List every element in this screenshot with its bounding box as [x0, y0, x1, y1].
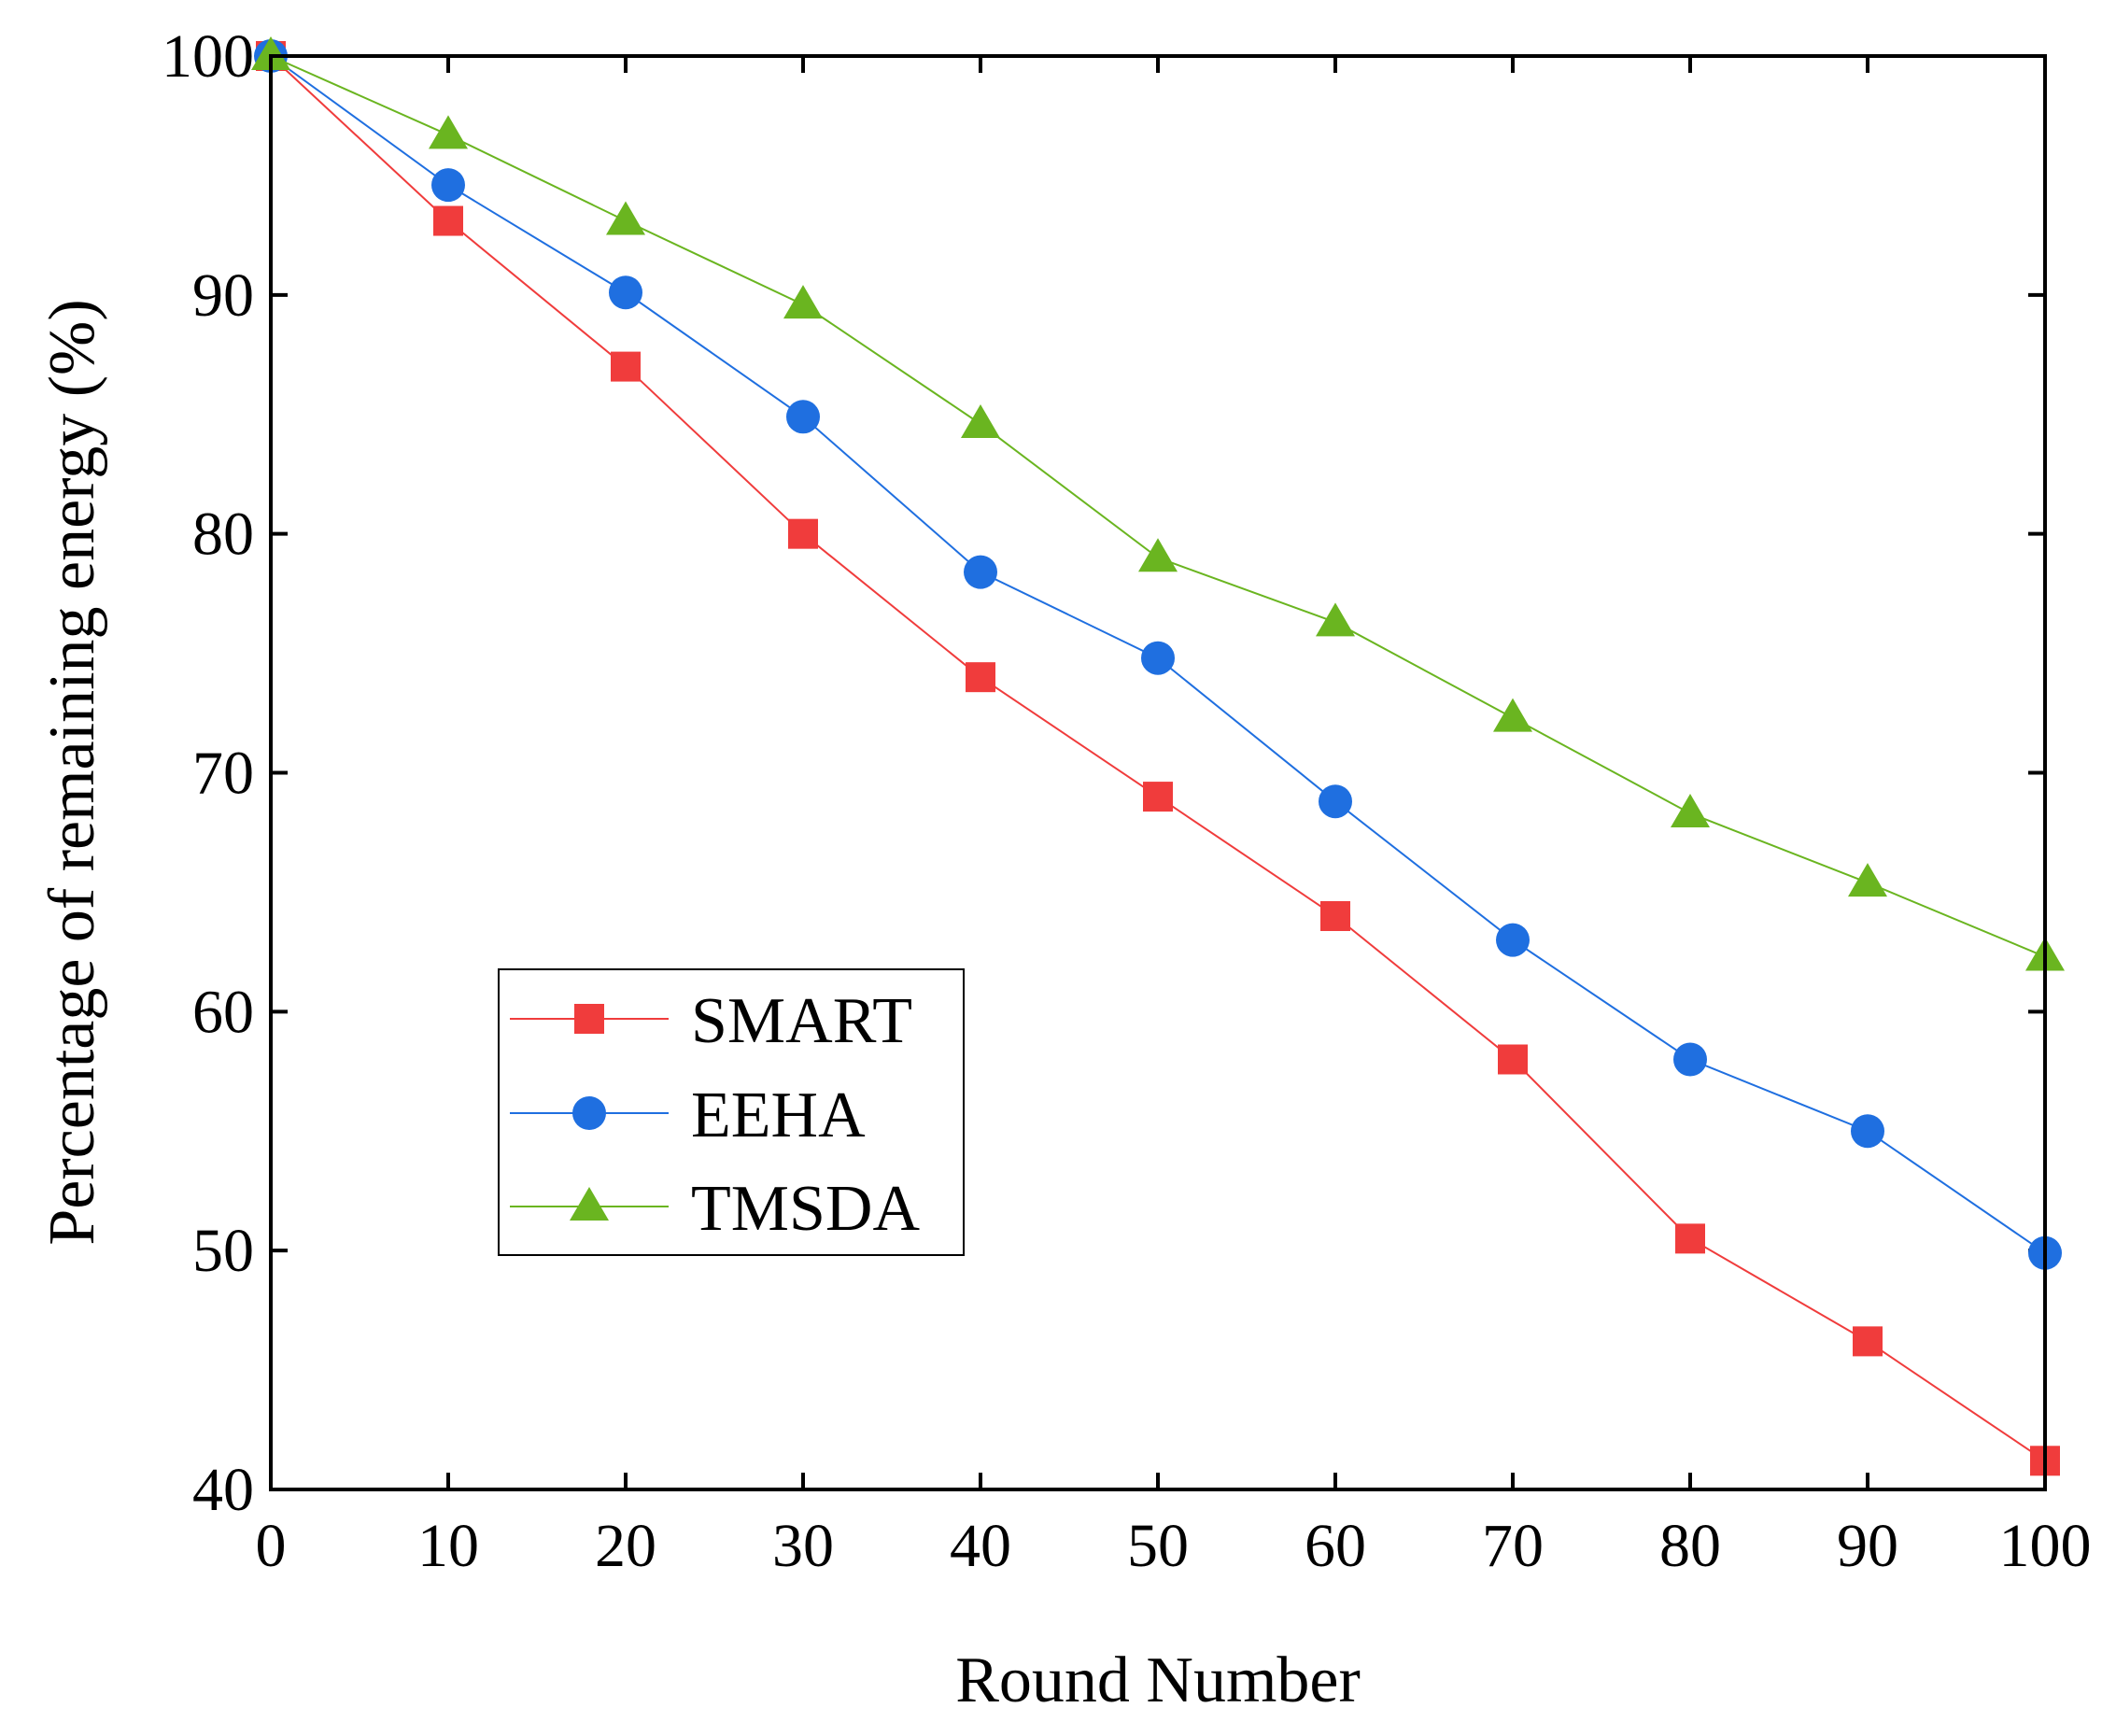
x-tick-label: 100	[1999, 1512, 2092, 1580]
x-tick-label: 50	[1127, 1512, 1189, 1580]
data-point-smart	[1320, 901, 1350, 931]
data-point-tmsda	[1138, 538, 1178, 572]
legend-label: EEHA	[691, 1080, 866, 1151]
series-smart	[256, 41, 2060, 1476]
y-tick-label: 100	[162, 22, 254, 91]
y-tick-label: 60	[192, 978, 254, 1046]
x-tick-label: 40	[950, 1512, 1011, 1580]
legend-item-tmsda: TMSDA	[510, 1173, 920, 1245]
data-point-tmsda	[783, 285, 823, 319]
data-point-smart	[1675, 1223, 1705, 1254]
legend: SMART EEHA TMSDA	[498, 968, 965, 1256]
x-tick-label: 30	[772, 1512, 834, 1580]
data-point-tmsda	[1848, 863, 1887, 897]
y-tick-label: 70	[192, 740, 254, 808]
legend-marker-tmsda	[570, 1187, 609, 1221]
legend-marker-eeha	[572, 1096, 606, 1130]
data-point-tmsda	[961, 403, 1000, 438]
data-point-eeha	[1673, 1042, 1707, 1077]
legend-label: SMART	[691, 985, 912, 1057]
data-point-tmsda	[251, 36, 290, 70]
x-tick-label: 70	[1482, 1512, 1544, 1580]
series-eeha	[254, 39, 2062, 1270]
y-tick-label: 80	[192, 501, 254, 569]
data-point-smart	[433, 205, 463, 236]
x-axis-title: Round Number	[955, 1644, 1361, 1716]
data-point-eeha	[609, 275, 642, 310]
legend-label: TMSDA	[691, 1173, 920, 1245]
data-point-tmsda	[429, 115, 468, 149]
data-point-eeha	[1496, 923, 1530, 957]
data-point-smart	[611, 351, 641, 382]
plot-frame	[269, 54, 2047, 1491]
data-point-eeha	[1851, 1114, 1884, 1149]
y-axis-ticks: 40 50 60 70 80 90 100	[162, 22, 2045, 1524]
x-tick-label: 20	[595, 1512, 656, 1580]
data-point-smart	[1853, 1326, 1883, 1357]
data-point-tmsda	[1671, 793, 1710, 827]
data-point-eeha	[1319, 784, 1352, 819]
data-point-smart	[1143, 782, 1173, 812]
data-point-eeha	[964, 555, 997, 589]
data-point-eeha	[1141, 641, 1175, 675]
data-point-eeha	[431, 168, 465, 203]
data-point-tmsda	[1316, 602, 1355, 637]
legend-marker-smart	[574, 1004, 604, 1034]
data-point-smart	[1498, 1044, 1528, 1075]
x-tick-label: 60	[1305, 1512, 1366, 1580]
x-axis-ticks: 0 10 20 30 40 50 60 70 80 90 100	[256, 56, 2092, 1580]
data-point-smart	[966, 662, 995, 693]
data-point-smart	[788, 518, 818, 549]
y-tick-label: 90	[192, 261, 254, 330]
y-tick-label: 40	[192, 1456, 254, 1524]
series-line-tmsda	[270, 55, 2046, 958]
series-tmsda	[251, 36, 2065, 971]
data-point-eeha	[786, 400, 820, 434]
x-tick-label: 90	[1837, 1512, 1898, 1580]
data-point-tmsda	[606, 201, 645, 235]
legend-item-eeha: EEHA	[510, 1080, 866, 1151]
x-tick-label: 80	[1659, 1512, 1721, 1580]
data-point-tmsda	[1493, 698, 1532, 732]
y-tick-label: 50	[192, 1217, 254, 1285]
y-axis-title: Percentage of remaining energy (%)	[36, 299, 108, 1245]
legend-item-smart: SMART	[510, 985, 912, 1057]
x-tick-label: 0	[256, 1512, 287, 1580]
plot-area	[251, 36, 2065, 1476]
x-tick-label: 10	[417, 1512, 479, 1580]
